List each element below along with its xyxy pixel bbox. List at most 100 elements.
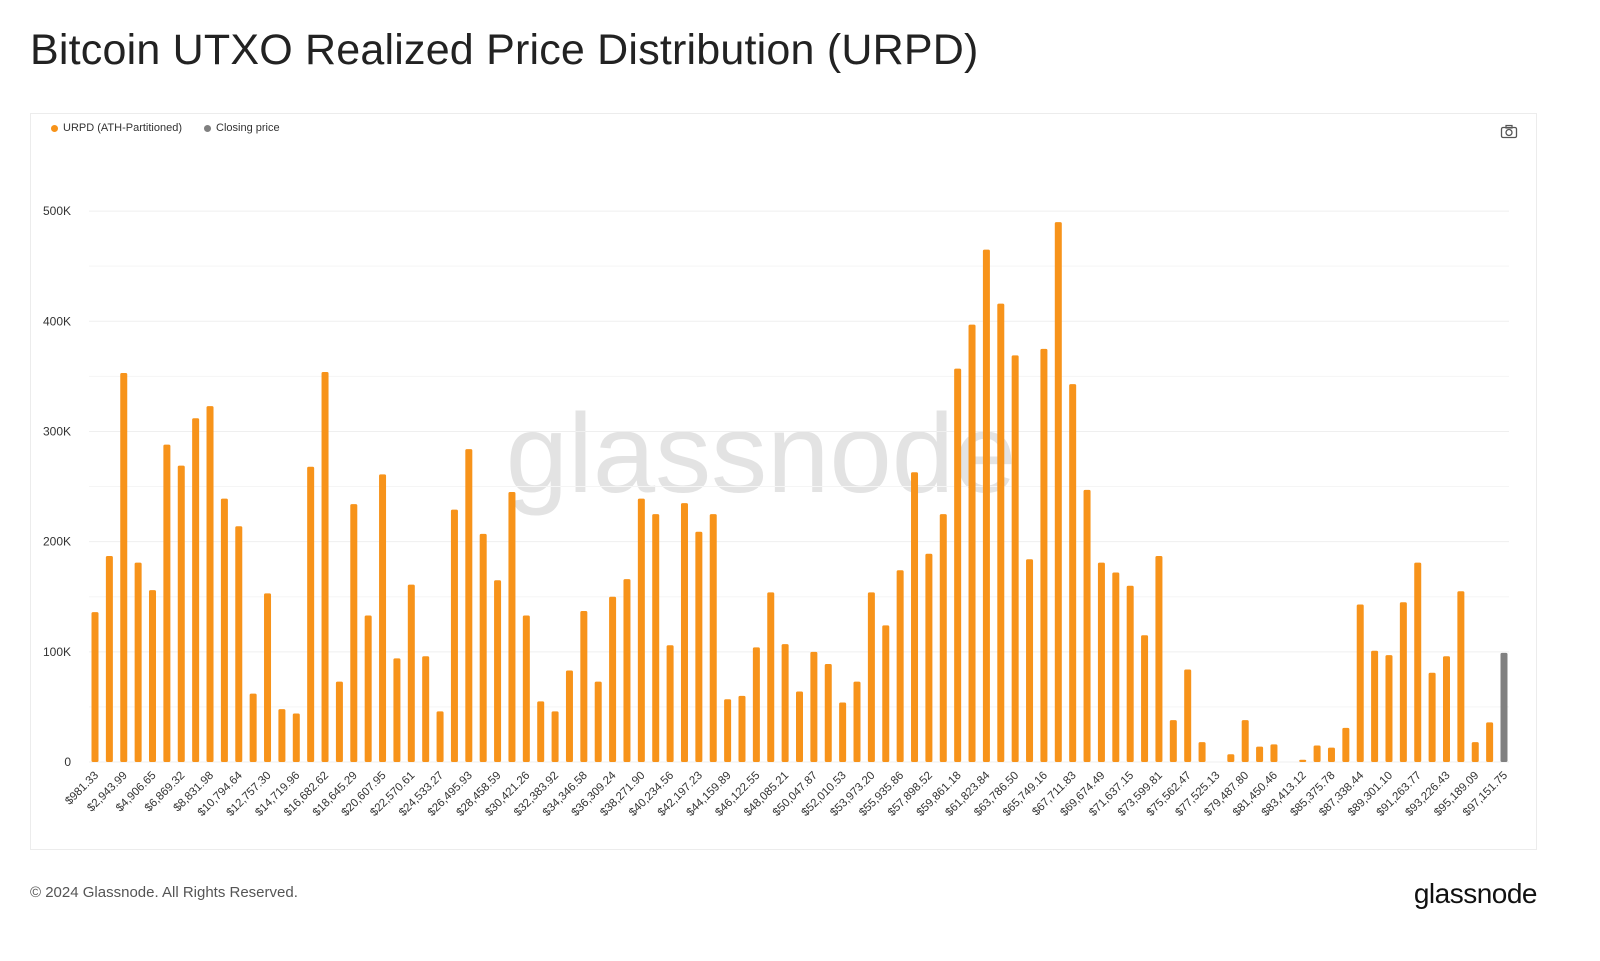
closing-price-bar[interactable] (1500, 652, 1508, 762)
urpd-bar[interactable] (954, 368, 962, 762)
urpd-bar[interactable] (810, 651, 818, 762)
urpd-bar[interactable] (192, 418, 200, 762)
urpd-bar[interactable] (724, 699, 732, 762)
urpd-bar[interactable] (479, 533, 487, 762)
urpd-bar[interactable] (867, 592, 875, 762)
urpd-bar[interactable] (422, 656, 430, 762)
urpd-bar[interactable] (637, 498, 645, 762)
urpd-bar[interactable] (1198, 742, 1206, 762)
urpd-bar[interactable] (436, 711, 444, 762)
urpd-bar[interactable] (968, 324, 976, 762)
urpd-bar[interactable] (120, 373, 128, 762)
urpd-bar[interactable] (537, 701, 545, 762)
urpd-bar[interactable] (522, 615, 530, 762)
legend-item-closing-price[interactable]: Closing price (204, 122, 280, 134)
urpd-bar[interactable] (278, 709, 286, 762)
urpd-bar[interactable] (1299, 759, 1307, 762)
urpd-bar[interactable] (623, 579, 631, 762)
urpd-bar[interactable] (1083, 489, 1091, 762)
urpd-bar[interactable] (206, 406, 214, 762)
urpd-bar[interactable] (1385, 655, 1393, 762)
legend-item-urpd[interactable]: URPD (ATH-Partitioned) (51, 122, 182, 134)
urpd-bar[interactable] (853, 681, 861, 762)
urpd-bar[interactable] (1155, 555, 1163, 762)
urpd-bar[interactable] (350, 504, 358, 762)
urpd-bar[interactable] (1414, 562, 1422, 762)
urpd-bar[interactable] (609, 596, 617, 762)
urpd-bar[interactable] (508, 492, 516, 762)
urpd-bar[interactable] (666, 645, 674, 762)
urpd-bar[interactable] (695, 531, 703, 762)
urpd-bar[interactable] (1054, 222, 1062, 762)
urpd-bar[interactable] (781, 644, 789, 762)
urpd-bar[interactable] (1040, 348, 1048, 762)
urpd-bar[interactable] (264, 593, 272, 762)
urpd-bar[interactable] (105, 555, 113, 762)
urpd-bar[interactable] (1457, 591, 1465, 762)
urpd-bar[interactable] (738, 695, 746, 762)
urpd-bar[interactable] (1126, 585, 1134, 762)
urpd-bar[interactable] (982, 249, 990, 762)
urpd-bar[interactable] (1313, 745, 1321, 762)
urpd-bar[interactable] (752, 647, 760, 762)
urpd-bar[interactable] (364, 615, 372, 762)
urpd-bar[interactable] (220, 498, 228, 762)
urpd-bar[interactable] (911, 472, 919, 762)
urpd-bar[interactable] (1241, 720, 1249, 762)
urpd-bar[interactable] (1227, 754, 1235, 762)
urpd-bar[interactable] (249, 693, 257, 762)
urpd-bar[interactable] (163, 444, 171, 762)
urpd-bar[interactable] (1011, 355, 1019, 762)
camera-icon[interactable] (1500, 124, 1518, 140)
urpd-bar[interactable] (594, 681, 602, 762)
urpd-bar[interactable] (1371, 650, 1379, 762)
urpd-bar[interactable] (551, 711, 559, 762)
urpd-bar[interactable] (321, 371, 329, 762)
urpd-bar[interactable] (235, 526, 243, 762)
urpd-bar[interactable] (307, 466, 315, 762)
urpd-bar[interactable] (709, 514, 717, 762)
urpd-bar[interactable] (796, 691, 803, 762)
urpd-bar[interactable] (939, 514, 947, 762)
urpd-bar[interactable] (379, 474, 387, 762)
urpd-bar[interactable] (824, 663, 832, 762)
urpd-bar[interactable] (91, 612, 99, 762)
urpd-bar[interactable] (652, 514, 660, 762)
urpd-bar[interactable] (767, 592, 775, 762)
urpd-bar[interactable] (1327, 747, 1335, 762)
urpd-bar[interactable] (1428, 672, 1436, 762)
urpd-bar[interactable] (839, 702, 847, 762)
urpd-bar[interactable] (1184, 669, 1192, 762)
urpd-bar[interactable] (1169, 720, 1177, 762)
urpd-bar[interactable] (1026, 559, 1034, 762)
urpd-bar[interactable] (465, 449, 473, 762)
urpd-bar[interactable] (494, 580, 502, 762)
urpd-bar[interactable] (1141, 635, 1149, 762)
urpd-bar[interactable] (407, 584, 415, 762)
urpd-bar[interactable] (292, 713, 300, 762)
urpd-bar[interactable] (1399, 602, 1407, 762)
urpd-bar[interactable] (1486, 722, 1494, 762)
urpd-bar[interactable] (177, 465, 185, 762)
urpd-bar[interactable] (1471, 742, 1479, 762)
urpd-bar[interactable] (1342, 727, 1350, 762)
urpd-bar[interactable] (1069, 384, 1077, 762)
urpd-bar[interactable] (450, 509, 458, 762)
urpd-bar[interactable] (1442, 656, 1450, 762)
urpd-bar[interactable] (1097, 562, 1105, 762)
urpd-bar[interactable] (1112, 572, 1120, 762)
urpd-bar[interactable] (335, 681, 343, 762)
urpd-bar[interactable] (925, 553, 933, 762)
urpd-bar[interactable] (149, 590, 157, 762)
urpd-bar[interactable] (1270, 744, 1278, 762)
urpd-bar[interactable] (1356, 604, 1364, 762)
urpd-bar[interactable] (134, 562, 142, 762)
urpd-bar[interactable] (997, 303, 1005, 762)
urpd-bar[interactable] (680, 503, 688, 762)
urpd-bar[interactable] (896, 570, 904, 762)
urpd-bar[interactable] (565, 670, 573, 762)
urpd-bar[interactable] (882, 625, 890, 762)
urpd-bar[interactable] (580, 611, 588, 762)
urpd-bar[interactable] (393, 658, 401, 762)
urpd-bar[interactable] (1256, 746, 1264, 762)
